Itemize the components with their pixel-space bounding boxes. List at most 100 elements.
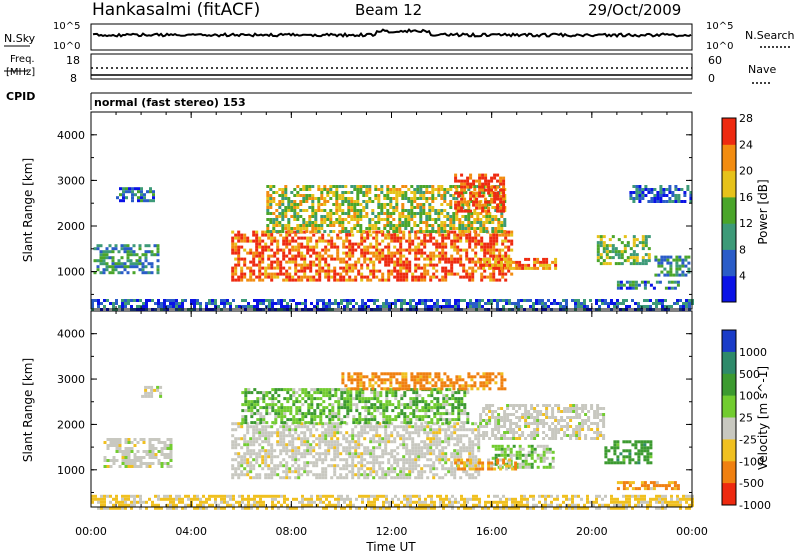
heatmap-cell xyxy=(506,407,509,410)
heatmap-cell xyxy=(416,197,419,200)
heatmap-cell xyxy=(369,425,372,428)
heatmap-cell xyxy=(323,185,326,188)
heatmap-cell xyxy=(426,443,429,446)
heatmap-cell xyxy=(329,191,332,194)
heatmap-cell xyxy=(106,268,109,271)
heatmap-cell xyxy=(387,237,390,240)
heatmap-cell xyxy=(404,227,407,230)
heatmap-cell xyxy=(644,284,647,287)
heatmap-cell xyxy=(478,302,481,305)
heatmap-cell xyxy=(336,464,339,467)
heatmap-cell xyxy=(349,400,352,403)
heatmap-cell xyxy=(548,437,551,440)
heatmap-cell xyxy=(420,446,423,449)
heatmap-cell xyxy=(278,221,281,224)
heatmap-cell xyxy=(365,200,368,203)
heatmap-cell xyxy=(504,237,507,240)
heatmap-cell xyxy=(284,194,287,197)
heatmap-cell xyxy=(477,234,480,237)
heatmap-cell xyxy=(142,302,145,305)
heatmap-cell xyxy=(437,215,440,218)
heatmap-cell xyxy=(393,428,396,431)
heatmap-cell xyxy=(495,243,498,246)
heatmap-cell xyxy=(306,276,309,279)
heatmap-cell xyxy=(580,302,583,305)
heatmap-cell xyxy=(249,240,252,243)
heatmap-cell xyxy=(654,259,657,262)
heatmap-cell xyxy=(296,191,299,194)
heatmap-cell xyxy=(282,273,285,276)
heatmap-cell xyxy=(327,264,330,267)
heatmap-cell xyxy=(361,397,364,400)
heatmap-cell xyxy=(405,267,408,270)
heatmap-cell xyxy=(524,410,527,413)
heatmap-cell xyxy=(359,191,362,194)
heatmap-cell xyxy=(459,455,462,458)
heatmap-cell xyxy=(250,305,253,308)
heatmap-cell xyxy=(489,234,492,237)
heatmap-cell xyxy=(405,473,408,476)
heatmap-cell xyxy=(551,407,554,410)
heatmap-cell xyxy=(369,270,372,273)
heatmap-cell xyxy=(243,473,246,476)
heatmap-cell xyxy=(478,201,481,204)
heatmap-cell xyxy=(434,197,437,200)
heatmap-cell xyxy=(275,224,278,227)
heatmap-cell xyxy=(148,250,151,253)
heatmap-cell xyxy=(635,284,638,287)
heatmap-cell xyxy=(557,419,560,422)
heatmap-cell xyxy=(342,270,345,273)
heatmap-cell xyxy=(282,446,285,449)
heatmap-cell xyxy=(530,434,533,437)
heatmap-cell xyxy=(460,189,463,192)
heatmap-cell xyxy=(438,252,441,255)
heatmap-cell xyxy=(352,299,355,302)
heatmap-cell xyxy=(462,434,465,437)
heatmap-cell xyxy=(481,207,484,210)
heatmap-cell xyxy=(291,452,294,455)
heatmap-cell xyxy=(436,400,439,403)
heatmap-cell xyxy=(170,438,173,441)
heatmap-cell xyxy=(339,443,342,446)
heatmap-cell xyxy=(444,261,447,264)
heatmap-cell xyxy=(360,240,363,243)
heatmap-cell xyxy=(440,221,443,224)
heatmap-cell xyxy=(623,284,626,287)
heatmap-cell xyxy=(548,416,551,419)
heatmap-cell xyxy=(490,201,493,204)
heatmap-cell xyxy=(223,305,226,308)
heatmap-cell xyxy=(375,246,378,249)
heatmap-cell xyxy=(280,388,283,391)
heatmap-cell xyxy=(237,237,240,240)
heatmap-cell xyxy=(106,247,109,250)
heatmap-cell xyxy=(246,446,249,449)
heatmap-cell xyxy=(342,437,345,440)
heatmap-cell xyxy=(563,434,566,437)
heatmap-cell xyxy=(378,455,381,458)
heatmap-cell xyxy=(351,464,354,467)
heatmap-cell xyxy=(506,264,509,267)
heatmap-cell xyxy=(477,267,480,270)
heatmap-cell xyxy=(476,212,479,215)
heatmap-cell xyxy=(288,279,291,282)
heatmap-cell xyxy=(276,473,279,476)
heatmap-cell xyxy=(557,422,560,425)
heatmap-cell xyxy=(303,431,306,434)
heatmap-cell xyxy=(231,446,234,449)
heatmap-cell xyxy=(354,249,357,252)
heatmap-cell xyxy=(295,400,298,403)
heatmap-cell xyxy=(347,197,350,200)
heatmap-cell xyxy=(479,419,482,422)
heatmap-cell xyxy=(538,302,541,305)
heatmap-cell xyxy=(438,255,441,258)
heatmap-cell xyxy=(372,461,375,464)
heatmap-cell xyxy=(411,431,414,434)
heatmap-cell xyxy=(172,302,175,305)
heatmap-cell xyxy=(264,267,267,270)
heatmap-region xyxy=(479,404,605,440)
heatmap-cell xyxy=(259,397,262,400)
heatmap-cell xyxy=(655,302,658,305)
heatmap-cell xyxy=(272,197,275,200)
heatmap-cell xyxy=(387,434,390,437)
heatmap-cell xyxy=(300,276,303,279)
